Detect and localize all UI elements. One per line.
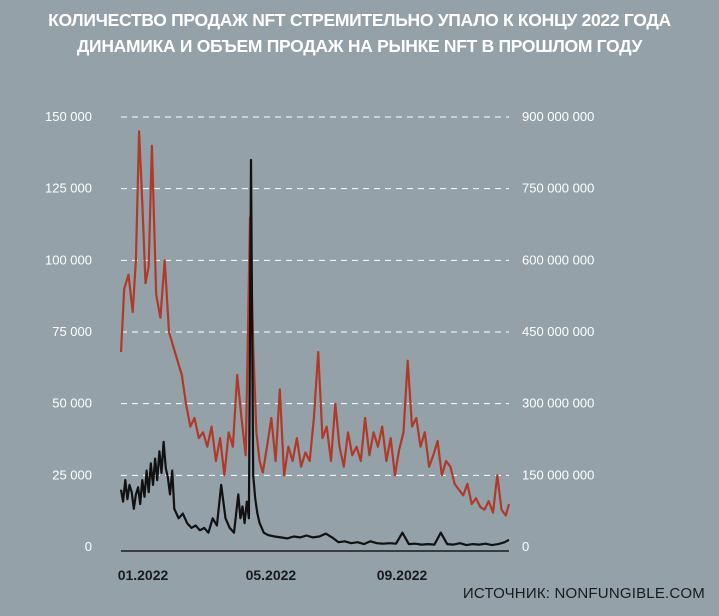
right-tick-label: 600 000 000 [522, 252, 594, 267]
chart-subtitle: ДИНАМИКА И ОБЪЕМ ПРОДАЖ НА РЫНКЕ NFT В П… [76, 36, 643, 56]
right-tick-label: 750 000 000 [522, 181, 594, 196]
left-axis-ticks: 0 25 000 50 000 75 000 100 000 125 000 150 000 [45, 109, 92, 554]
x-axis-ticks: 01.2022 05.2022 09.2022 [118, 567, 428, 583]
left-tick-label: 150 000 [45, 109, 92, 124]
x-tick-label: 01.2022 [118, 567, 169, 583]
right-axis-ticks: 0 150 000 000 300 000 000 450 000 000 600 00… [522, 109, 594, 554]
right-tick-label: 0 [522, 539, 529, 554]
right-tick-label: 900 000 000 [522, 109, 594, 124]
grid-lines [121, 116, 509, 476]
right-tick-label: 150 000 000 [522, 467, 594, 482]
left-tick-label: 125 000 [45, 181, 92, 196]
left-tick-label: 100 000 [45, 252, 92, 267]
sales-volume-line [119, 158, 510, 547]
x-tick-label: 05.2022 [246, 567, 297, 583]
left-tick-label: 75 000 [52, 324, 92, 339]
chart-title: КОЛИЧЕСТВО ПРОДАЖ NFT СТРЕМИТЕЛЬНО УПАЛО… [48, 10, 671, 30]
x-tick-label: 09.2022 [377, 567, 428, 583]
left-tick-label: 25 000 [52, 467, 92, 482]
series-layer [119, 130, 511, 547]
source-label: ИСТОЧНИК: NONFUNGIBLE.COM [462, 585, 705, 602]
right-tick-label: 450 000 000 [522, 324, 594, 339]
right-tick-label: 300 000 000 [522, 396, 594, 411]
left-tick-label: 0 [85, 539, 92, 554]
sales-count-line [119, 130, 511, 517]
left-tick-label: 50 000 [52, 396, 92, 411]
